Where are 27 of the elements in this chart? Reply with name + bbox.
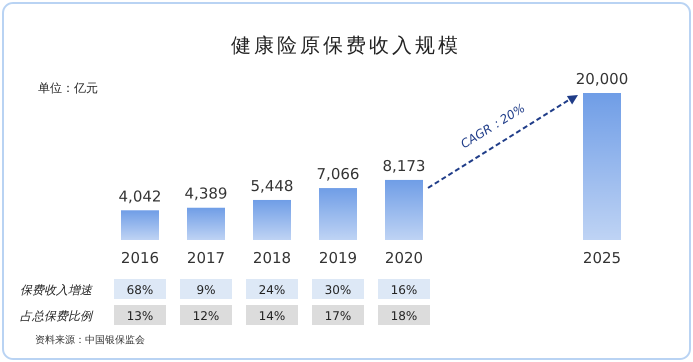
data-label: 20,000 <box>576 70 628 88</box>
text: 30% <box>324 283 352 297</box>
data-label: 8,173 <box>382 156 426 175</box>
text: 24% <box>258 283 286 297</box>
text: 13% <box>126 309 154 323</box>
chart-title: 健康险原保费收入规模 <box>231 33 461 57</box>
text: 17% <box>324 309 352 323</box>
data-label: 4,389 <box>184 184 228 203</box>
text: 保费收入增速 <box>20 283 93 297</box>
text: 12% <box>192 309 220 323</box>
x-tick-label: 2019 <box>318 249 358 267</box>
x-tick-label: 2025 <box>582 249 622 267</box>
x-tick-label: 2020 <box>384 249 424 267</box>
text: 9% <box>196 283 216 297</box>
data-label: 5,448 <box>250 176 294 195</box>
text: 占总保费比例 <box>20 309 94 323</box>
x-tick-label: 2018 <box>252 249 292 267</box>
text: 14% <box>258 309 286 323</box>
x-tick-label: 2017 <box>186 249 226 267</box>
data-label: 4,042 <box>118 187 162 206</box>
y-axis-title: 单位：亿元 <box>38 81 98 95</box>
x-tick-label: 2016 <box>120 249 160 267</box>
text: 资料来源：中国银保监会 <box>35 334 145 346</box>
text: 18% <box>390 309 418 323</box>
text: 68% <box>126 283 154 297</box>
text: 16% <box>390 283 418 297</box>
data-label: 7,066 <box>316 165 360 184</box>
